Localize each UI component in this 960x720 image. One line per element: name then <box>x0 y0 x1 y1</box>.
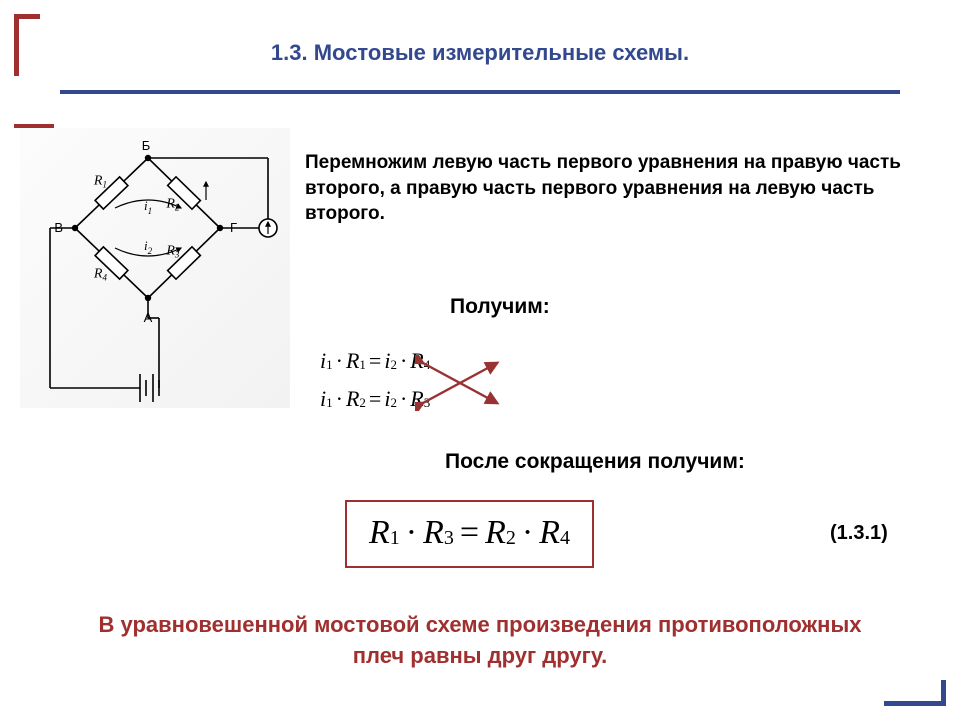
svg-text:В: В <box>54 220 63 235</box>
corner-bottom-right <box>884 680 946 706</box>
svg-text:i1: i1 <box>144 198 152 216</box>
conclusion-text: В уравновешенной мостовой схеме произвед… <box>80 610 880 672</box>
svg-text:i2: i2 <box>144 238 153 256</box>
equations-small: i1 · R1 = i2 · R4 i1 · R2 = i2 · R3 <box>320 348 560 412</box>
divider-blue <box>60 90 900 94</box>
bridge-circuit-diagram: R1R2R3R4БВГАi1i2 <box>20 128 290 408</box>
svg-text:Б: Б <box>142 138 151 153</box>
svg-text:Г: Г <box>230 220 237 235</box>
svg-text:R1: R1 <box>93 174 107 190</box>
label-poluchim: Получим: <box>450 295 550 319</box>
equation-2: i1 · R2 = i2 · R3 <box>320 386 560 412</box>
equation-number: (1.3.1) <box>830 522 888 545</box>
page-title: 1.3. Мостовые измерительные схемы. <box>0 40 960 66</box>
svg-text:А: А <box>144 310 153 325</box>
paragraph-intro: Перемножим левую часть первого уравнения… <box>305 150 905 227</box>
equation-boxed: R1 · R3 = R2 · R4 <box>345 500 594 568</box>
svg-text:R4: R4 <box>93 267 108 283</box>
label-after-reduction: После сокращения получим: <box>445 450 745 474</box>
equation-1: i1 · R1 = i2 · R4 <box>320 348 560 374</box>
